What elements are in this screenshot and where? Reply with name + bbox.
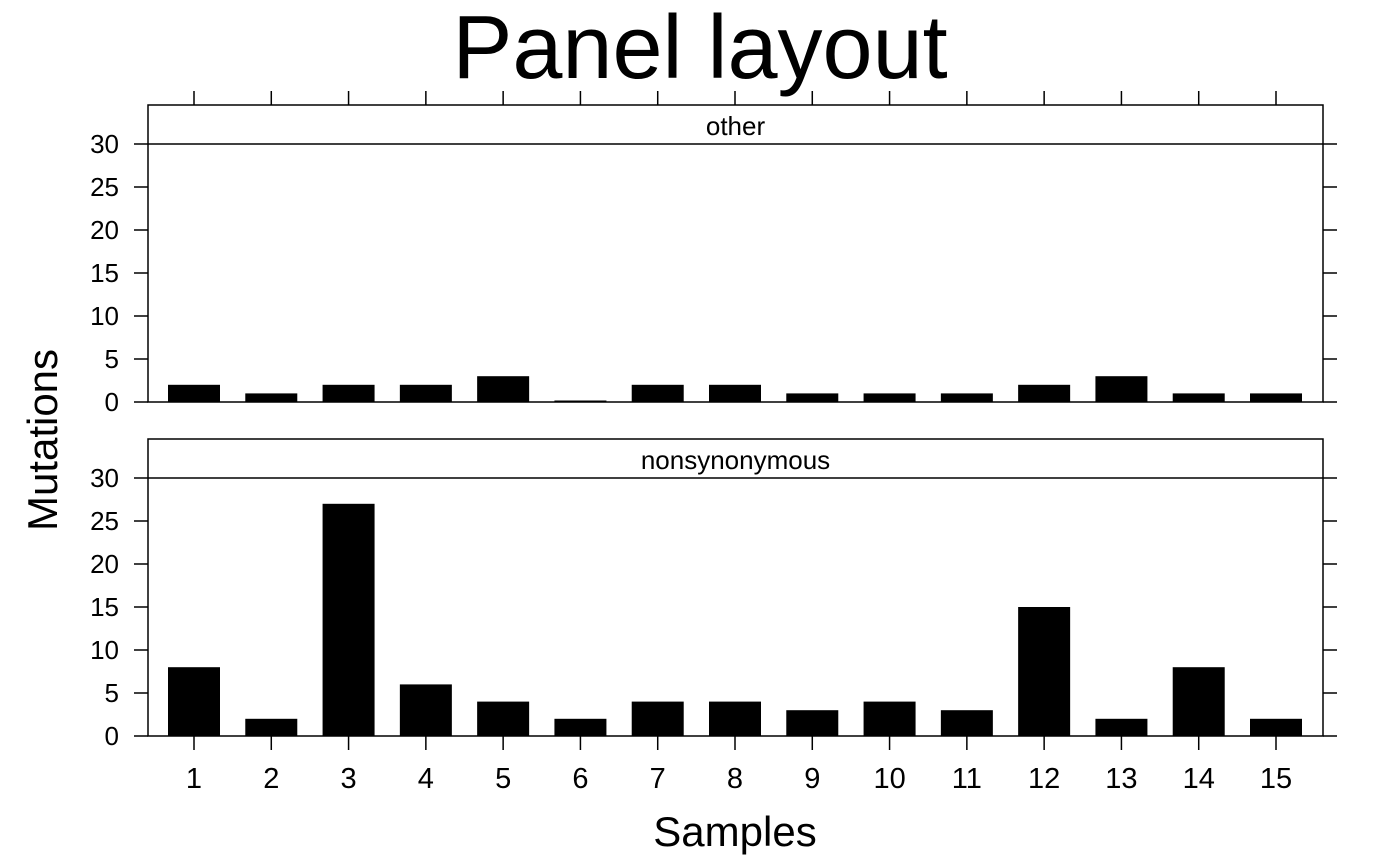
bar-other-15 — [1250, 393, 1302, 402]
x-tick-label: 1 — [186, 763, 202, 795]
y-tick-label: 25 — [90, 172, 119, 202]
x-tick-label: 6 — [572, 763, 588, 795]
bar-other-11 — [940, 393, 993, 402]
y-tick-label: 5 — [105, 344, 119, 374]
bar-nonsynonymous-6 — [554, 718, 607, 736]
bar-nonsynonymous-10 — [863, 701, 916, 736]
y-tick-label: 10 — [90, 301, 119, 331]
x-tick-label: 3 — [341, 763, 357, 795]
bar-other-13 — [1095, 376, 1148, 402]
y-tick-label: 10 — [90, 635, 119, 665]
bar-other-7 — [631, 384, 684, 402]
bar-nonsynonymous-4 — [399, 684, 452, 736]
bar-nonsynonymous-8 — [709, 701, 761, 736]
x-tick-label: 7 — [650, 763, 666, 795]
y-tick-label: 15 — [90, 592, 119, 622]
bar-other-3 — [322, 384, 375, 402]
bar-nonsynonymous-15 — [1250, 718, 1302, 736]
x-tick-label: 4 — [418, 763, 434, 795]
y-axis-label: Mutations — [19, 349, 66, 531]
y-tick-label: 0 — [105, 721, 119, 751]
x-tick-label: 10 — [873, 763, 905, 795]
x-tick-label: 15 — [1260, 763, 1292, 795]
panel-other: other 0 5 10 15 20 25 30 — [90, 91, 1337, 417]
bar-other-4 — [399, 384, 452, 402]
y-tick-label: 0 — [105, 387, 119, 417]
x-tick-label: 12 — [1028, 763, 1060, 795]
bar-nonsynonymous-9 — [786, 710, 839, 736]
x-tick-label: 2 — [263, 763, 279, 795]
x-tick-label: 8 — [727, 763, 743, 795]
bar-other-10 — [863, 393, 916, 402]
y-tick-label: 30 — [90, 129, 119, 159]
bar-other-14 — [1172, 393, 1225, 402]
y-tick-label: 5 — [105, 678, 119, 708]
bar-other-5 — [477, 376, 530, 402]
y-tick-label: 20 — [90, 549, 119, 579]
panel-strip-label: nonsynonymous — [641, 445, 830, 475]
x-tick-label: 5 — [495, 763, 511, 795]
y-tick-label: 20 — [90, 215, 119, 245]
x-axis-label: Samples — [653, 808, 816, 855]
bar-other-8 — [709, 384, 761, 402]
bar-nonsynonymous-11 — [940, 710, 993, 736]
panels: other051015202530nonsynonymous0510152025… — [90, 91, 1337, 795]
bar-other-9 — [786, 393, 839, 402]
bar-nonsynonymous-1 — [168, 667, 220, 736]
bar-nonsynonymous-3 — [322, 503, 375, 736]
bar-nonsynonymous-12 — [1018, 607, 1071, 736]
panel-strip-label: other — [706, 111, 766, 141]
y-tick-label: 30 — [90, 463, 119, 493]
bar-nonsynonymous-14 — [1172, 667, 1225, 736]
chart-title: Panel layout — [452, 0, 947, 98]
y-tick-label: 15 — [90, 258, 119, 288]
x-tick-label: 14 — [1183, 763, 1215, 795]
bar-nonsynonymous-5 — [477, 701, 530, 736]
bar-nonsynonymous-7 — [631, 701, 684, 736]
bar-nonsynonymous-13 — [1095, 718, 1148, 736]
bar-other-2 — [245, 393, 298, 402]
y-tick-label: 25 — [90, 506, 119, 536]
panel-frame — [147, 104, 1324, 403]
bar-other-12 — [1018, 384, 1071, 402]
bar-other-1 — [168, 384, 220, 402]
x-tick-label: 9 — [804, 763, 820, 795]
x-tick-label: 11 — [952, 763, 982, 795]
bar-nonsynonymous-2 — [245, 718, 298, 736]
x-tick-label: 13 — [1105, 763, 1137, 795]
